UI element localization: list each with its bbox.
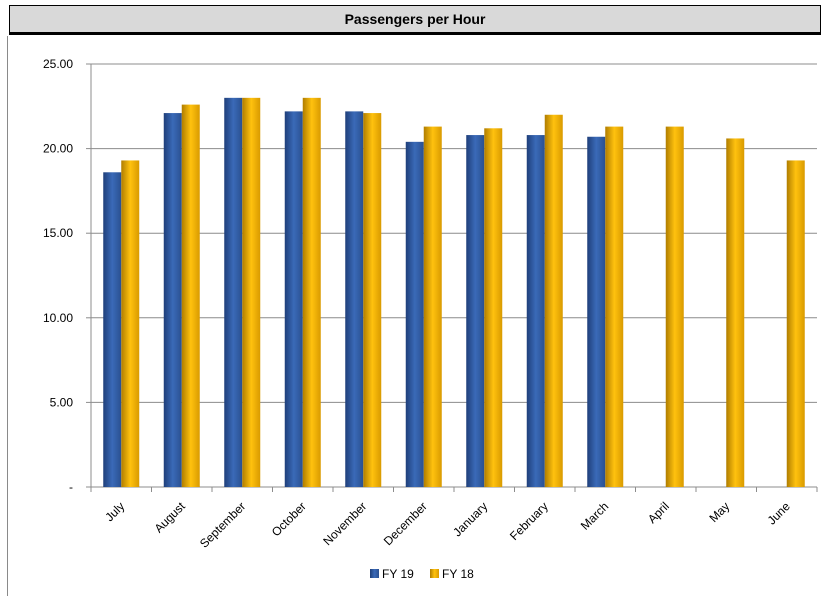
x-tick-label: October [269,499,309,539]
chart-title: Passengers per Hour [344,11,486,27]
y-tick-labels: - 5.00 10.00 15.00 20.00 25.00 [43,57,73,494]
bar-fy-19-march [587,136,606,488]
bar-fy-18-august [181,104,200,487]
bars [103,97,805,488]
x-tick-label: March [578,499,611,532]
gridlines [91,63,817,403]
x-tick-label: November [320,499,369,548]
bar-fy-19-november [345,111,364,487]
bar-fy-18-may [726,138,745,487]
legend: FY 19 FY 18 [370,567,474,581]
bar-fy-18-october [302,97,321,487]
x-tick-label: January [450,499,490,539]
bar-fy-19-october [284,111,303,487]
bar-fy-18-december [423,126,442,487]
x-tick-labels: July August September October November Decemb… [102,499,793,551]
x-tick-label: February [507,499,551,543]
legend-swatch [430,569,439,578]
bar-fy-18-february [544,114,563,487]
bar-fy-19-september [224,97,243,487]
legend-label: FY 18 [442,567,474,581]
bar-fy-19-february [526,135,545,487]
legend-label: FY 19 [382,567,414,581]
x-tick-label: May [706,499,732,525]
y-tick-label: - [69,480,73,494]
x-tick-label: April [645,499,672,526]
bar-fy-19-august [163,113,182,488]
x-tick-label: December [381,499,430,548]
x-tick-label: September [197,499,248,550]
bar-fy-18-january [484,128,503,487]
bar-fy-18-september [242,97,261,487]
legend-swatch [370,569,379,578]
bar-fy-18-june [786,160,805,487]
x-tick-label: July [102,499,127,524]
x-tick-label: August [152,499,189,536]
axes [86,63,818,492]
chart-title-bar: Passengers per Hour [9,5,821,35]
bar-fy-18-july [121,160,140,487]
bar-fy-19-december [405,141,424,487]
bar-fy-19-january [466,135,485,487]
bar-fy-18-april [665,126,684,487]
bar-fy-18-march [605,126,624,487]
y-tick-label: 10.00 [43,311,73,325]
bar-fy-19-july [103,172,122,487]
y-tick-label: 15.00 [43,226,73,240]
x-tick-label: June [765,499,794,528]
bar-fy-18-november [363,113,382,488]
y-tick-label: 25.00 [43,57,73,71]
left-frame-border [7,36,8,596]
y-tick-label: 20.00 [43,142,73,156]
y-tick-label: 5.00 [50,395,74,409]
